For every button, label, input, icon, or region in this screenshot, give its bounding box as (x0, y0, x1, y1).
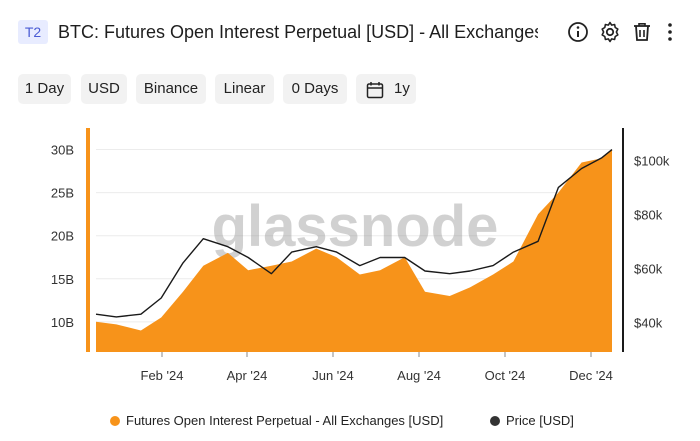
price-line (95, 149, 613, 318)
x-tick-label: Oct '24 (485, 368, 526, 383)
legend-label-open-interest: Futures Open Interest Perpetual - All Ex… (126, 413, 444, 428)
y-right-tick-label: $100k (634, 153, 670, 168)
y-left-tick-label: 10B (51, 315, 74, 330)
resolution-selector[interactable]: 1 Day (18, 74, 71, 104)
y-right-tick-label: $80k (634, 207, 663, 222)
date-range-selector[interactable]: 1y (356, 74, 416, 104)
x-tick-label: Apr '24 (227, 368, 268, 383)
exchange-selector[interactable]: Binance (136, 74, 206, 104)
x-tick-label: Feb '24 (141, 368, 184, 383)
x-tick-label: Aug '24 (397, 368, 441, 383)
chart-area[interactable]: glassnode 10B 15B 20B 25B 30B $40k $60k $80k $10… (0, 118, 700, 398)
scale-selector[interactable]: Linear (215, 74, 274, 104)
x-tick-label: Jun '24 (312, 368, 354, 383)
y-left-tick-label: 15B (51, 272, 74, 287)
chart-title: BTC: Futures Open Interest Perpetual [US… (58, 22, 538, 42)
y-right-tick-label: $60k (634, 261, 663, 276)
chart-header: T2 BTC: Futures Open Interest Perpetual … (18, 18, 682, 46)
oi-price-chart[interactable]: glassnode 10B 15B 20B 25B 30B $40k $60k $80k $10… (0, 118, 700, 398)
gear-icon[interactable] (598, 20, 622, 44)
glassnode-watermark: glassnode (212, 194, 499, 259)
info-icon[interactable] (566, 20, 590, 44)
y-left-tick-label: 25B (51, 186, 74, 201)
x-tick-label: Dec '24 (569, 368, 613, 383)
currency-selector[interactable]: USD (81, 74, 127, 104)
y-right-tick-label: $40k (634, 315, 663, 330)
chart-badge: T2 (18, 20, 48, 44)
moving-average-selector[interactable]: 0 Days (283, 74, 347, 104)
range-handle-right[interactable] (622, 128, 624, 352)
legend-swatch-open-interest (110, 416, 120, 426)
y-left-tick-label: 30B (51, 143, 74, 158)
y-left-tick-label: 20B (51, 229, 74, 244)
legend-swatch-price (490, 416, 500, 426)
more-vertical-icon[interactable] (658, 20, 682, 44)
trash-icon[interactable] (630, 20, 654, 44)
open-interest-area (96, 149, 612, 352)
legend-label-price: Price [USD] (506, 413, 574, 428)
range-handle-left[interactable] (86, 128, 90, 352)
date-range-label: 1y (394, 80, 410, 97)
calendar-icon (366, 80, 384, 99)
chart-legend: Futures Open Interest Perpetual - All Ex… (0, 412, 700, 430)
